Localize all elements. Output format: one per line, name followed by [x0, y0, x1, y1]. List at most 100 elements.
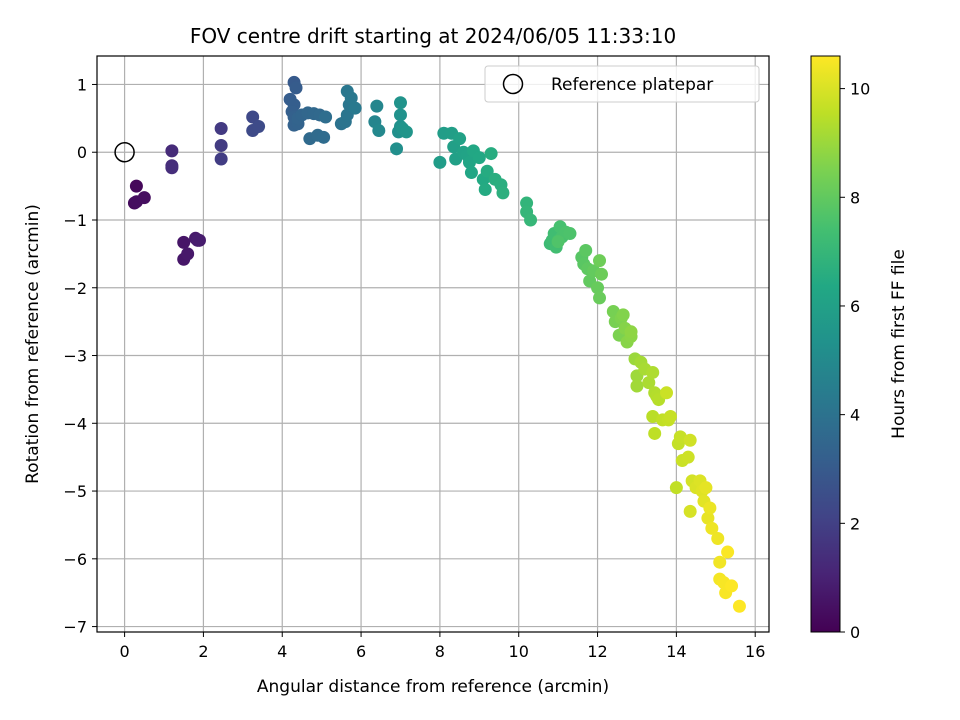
data-point	[630, 379, 644, 393]
data-point	[713, 555, 727, 569]
data-point	[214, 152, 228, 166]
y-tick-label: −2	[63, 279, 87, 298]
x-axis-label: Angular distance from reference (arcmin)	[257, 677, 609, 697]
data-point	[390, 142, 404, 156]
reference-marker	[114, 141, 135, 163]
data-point	[453, 132, 467, 146]
data-point	[681, 450, 695, 464]
colorbar-tick-label: 4	[850, 406, 860, 425]
data-point	[496, 186, 510, 200]
colorbar-label: Hours from first FF file	[889, 249, 909, 439]
data-point	[317, 130, 331, 144]
data-point	[344, 91, 358, 105]
colorbar-tick-label: 2	[850, 514, 860, 533]
data-point	[683, 433, 697, 447]
data-point	[646, 410, 660, 424]
x-tick-label: 2	[198, 642, 208, 661]
y-axis-label: Rotation from reference (arcmin)	[23, 204, 43, 484]
x-tick-label: 6	[356, 642, 366, 661]
x-tick-label: 0	[119, 642, 129, 661]
colorbar-tick-label: 10	[850, 80, 870, 99]
data-point	[191, 233, 205, 247]
data-point	[289, 81, 303, 95]
data-point	[669, 481, 683, 495]
data-point	[319, 110, 333, 124]
data-point	[642, 376, 656, 390]
data-point	[593, 291, 607, 305]
data-point	[393, 108, 407, 122]
data-points	[127, 75, 746, 613]
y-tick-label: −1	[63, 211, 87, 230]
data-point	[129, 179, 143, 193]
colorbar-tick-label: 8	[850, 188, 860, 207]
legend-box	[484, 65, 760, 103]
data-point	[579, 243, 593, 257]
x-tick-label: 8	[435, 642, 445, 661]
data-point	[725, 579, 739, 593]
data-point	[246, 110, 260, 124]
data-point	[372, 124, 386, 138]
data-point	[673, 430, 687, 444]
data-point	[701, 511, 715, 525]
data-point	[591, 281, 605, 295]
data-point	[594, 267, 608, 281]
colorbar-ticks: 0 2 4 6 8 10	[840, 80, 870, 642]
data-point	[165, 144, 179, 158]
data-point	[472, 151, 486, 165]
reference-platepar-point	[114, 141, 135, 163]
data-point	[616, 308, 630, 322]
grid-lines	[97, 56, 769, 632]
data-point	[699, 481, 713, 495]
data-point	[177, 235, 191, 249]
colorbar-tick-label: 0	[850, 623, 860, 642]
data-point	[705, 521, 719, 535]
legend-reference-icon	[502, 73, 524, 95]
data-point	[181, 247, 195, 261]
data-point	[648, 426, 662, 440]
y-tick-label: −6	[63, 550, 87, 569]
data-point	[214, 138, 228, 152]
data-point	[137, 191, 151, 205]
data-point	[524, 213, 538, 227]
data-point	[165, 161, 179, 175]
plot-frame	[96, 55, 770, 633]
y-tick-label: −3	[63, 347, 87, 366]
data-point	[433, 155, 447, 169]
data-point	[252, 119, 266, 133]
data-point	[721, 545, 735, 559]
data-point	[683, 504, 697, 518]
data-point	[663, 410, 677, 424]
x-tick-label: 16	[745, 642, 765, 661]
colorbar: 0 2 4 6 8 10 Hours from first FF file	[810, 55, 909, 642]
data-point	[646, 365, 660, 379]
data-point	[393, 96, 407, 110]
y-tick-label: −4	[63, 414, 87, 433]
data-point	[563, 227, 577, 241]
data-point	[214, 122, 228, 136]
legend-entry-reference: Reference platepar	[551, 75, 713, 95]
data-point	[624, 325, 638, 339]
y-tick-label: 0	[77, 143, 87, 162]
data-point	[711, 531, 725, 545]
x-tick-label: 10	[509, 642, 529, 661]
data-point	[399, 125, 413, 139]
x-tick-label: 14	[666, 642, 686, 661]
data-point	[480, 164, 494, 178]
x-tick-label: 4	[277, 642, 287, 661]
data-point	[478, 182, 492, 196]
data-point	[593, 254, 607, 268]
y-tick-label: 1	[77, 75, 87, 94]
data-point	[551, 235, 565, 249]
data-point	[464, 166, 478, 180]
legend: Reference platepar	[484, 65, 760, 103]
y-axis-ticks: 1 0 −1 −2 −3 −4 −5 −6 −7	[63, 75, 97, 637]
data-point	[660, 386, 674, 400]
x-axis-ticks: 0 2 4 6 8 10 12 14 16	[119, 632, 765, 661]
data-point	[703, 501, 717, 515]
data-point	[348, 101, 362, 115]
colorbar-tick-label: 6	[850, 297, 860, 316]
y-tick-label: −7	[63, 618, 87, 637]
y-tick-label: −5	[63, 482, 87, 501]
colorbar-gradient	[810, 55, 841, 633]
